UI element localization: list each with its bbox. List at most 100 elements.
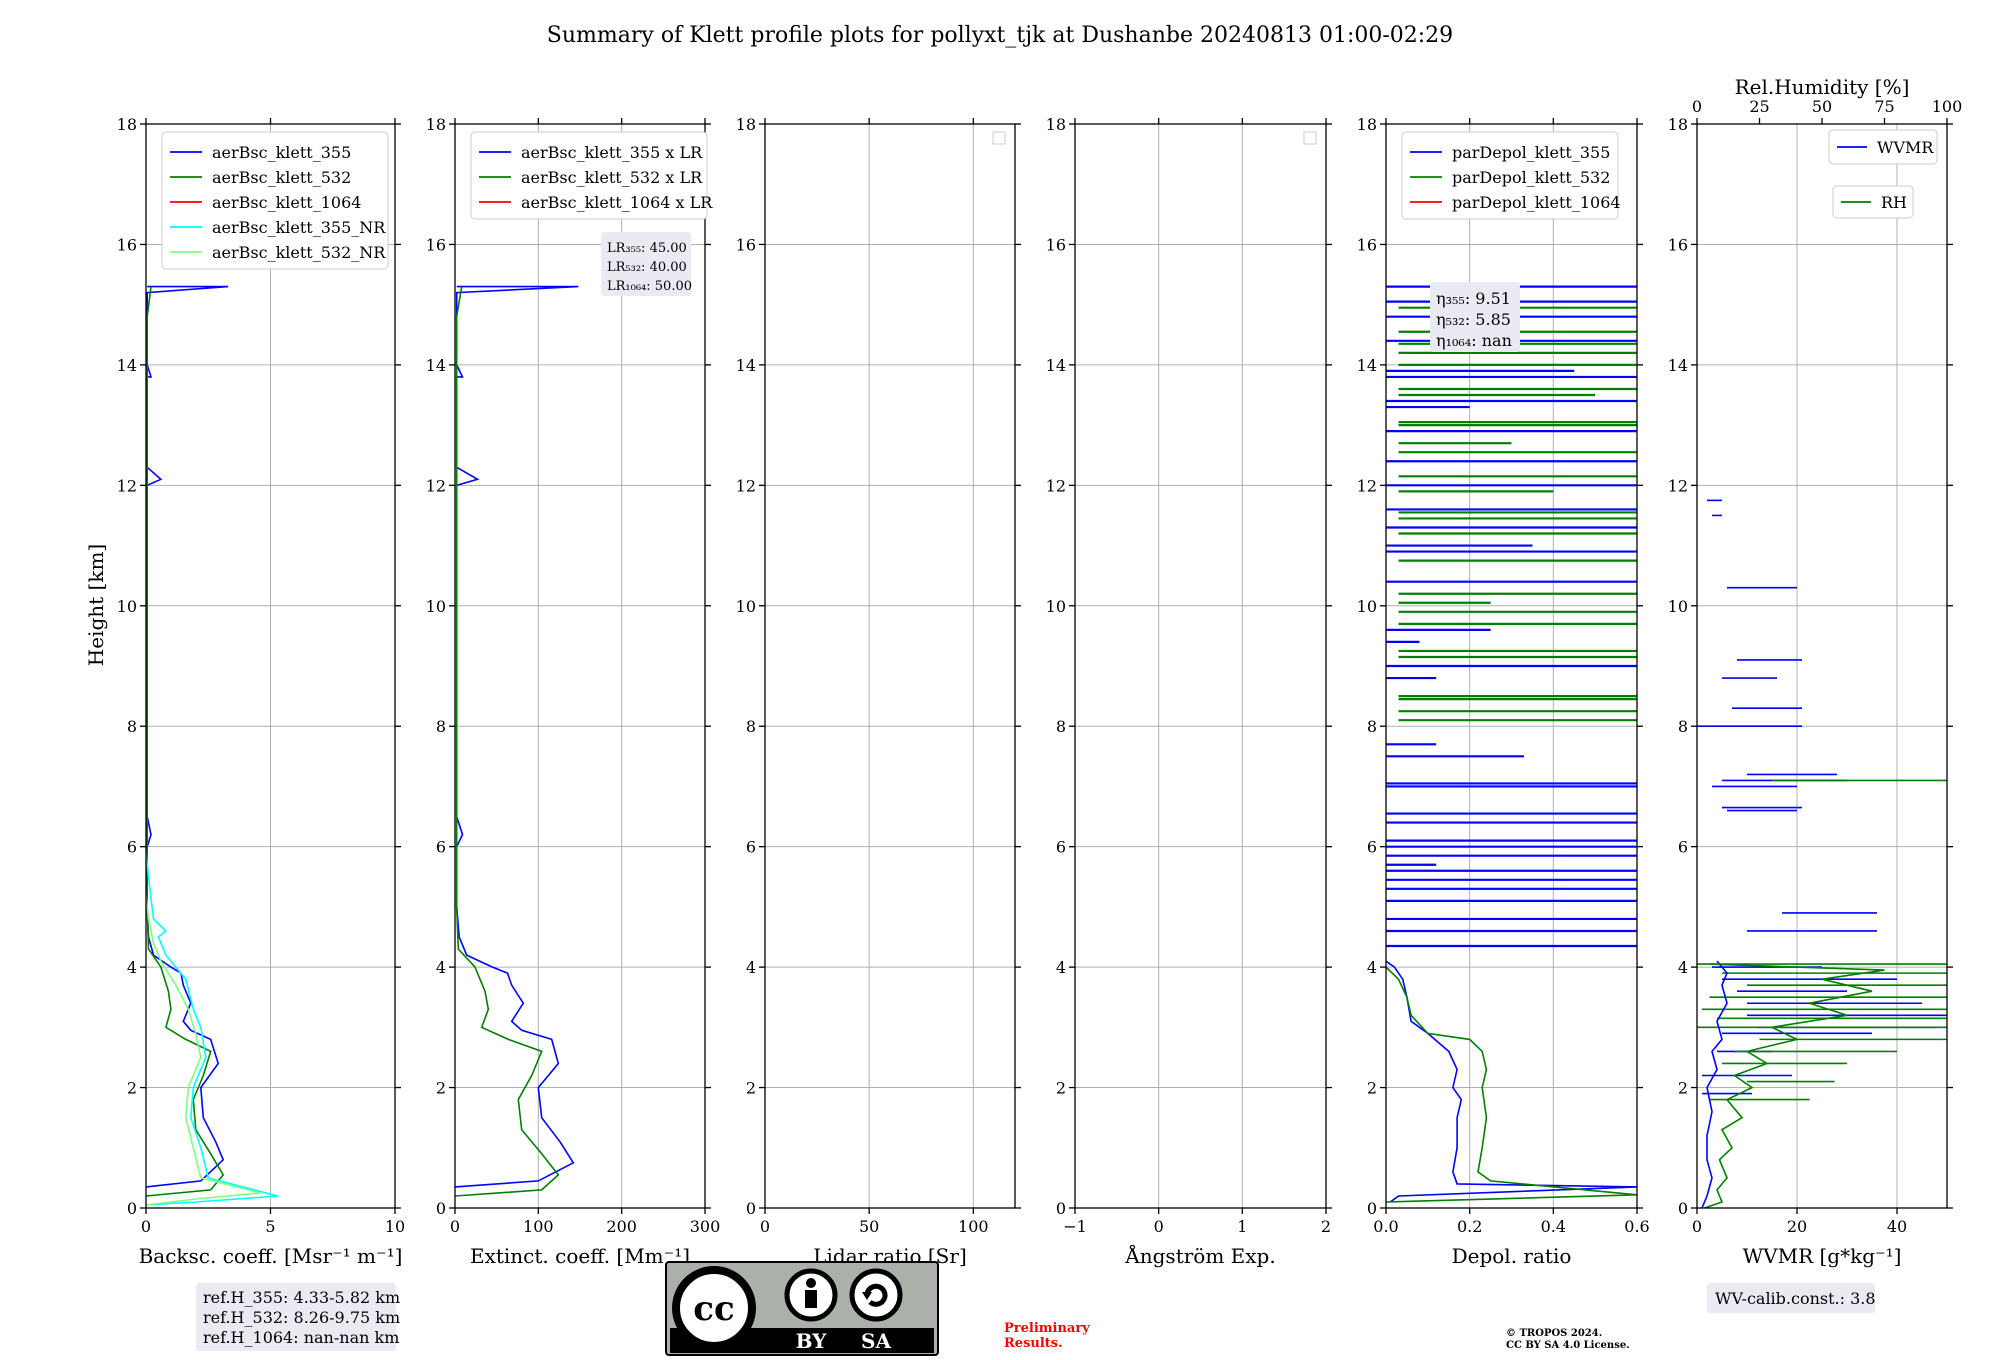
y-tick-label: 6 — [746, 838, 756, 857]
y-tick-label: 8 — [1056, 717, 1066, 736]
legend-box — [470, 131, 708, 220]
x-axis-label: Ångström Exp. — [1124, 1243, 1275, 1268]
y-tick-label: 0 — [127, 1199, 137, 1218]
lr-box — [601, 232, 691, 296]
series-parDepol_klett_532 — [1386, 966, 1637, 1203]
y-axis-label: Height [km] — [84, 544, 108, 666]
panel-depol: 0 2 4 6 8 10 12 14 16 18 0.0 0.2 0.4 0.6 Depol. ratio p… — [1357, 115, 1650, 1268]
series-aerBsc_klett_532 — [146, 286, 225, 1197]
panel-backscatter: 0 2 4 6 8 10 12 14 16 18 0 5 10 Backsc. coeff. [Msr⁻¹… — [117, 115, 405, 1351]
y-tick-label: 8 — [1678, 717, 1688, 736]
y-tick-label: 6 — [127, 838, 137, 857]
legend-label: aerBsc_klett_355 — [212, 143, 351, 162]
legend-box-wvmr — [1828, 129, 1938, 165]
y-tick-label: 16 — [1046, 235, 1066, 254]
legend-label-rh: RH — [1881, 193, 1907, 212]
y-tick-label: 12 — [117, 476, 137, 495]
y-tick-label: 16 — [1668, 235, 1688, 254]
x-axis-label: WVMR [g*kg⁻¹] — [1743, 1244, 1902, 1268]
lr-value: LR₅₃₂: 40.00 — [607, 260, 687, 275]
series-aerBsc_klett_355 x LR — [455, 285, 579, 1188]
y-tick-label: 14 — [736, 356, 756, 375]
sa-share-alike-icon — [849, 1268, 903, 1322]
x-tick-label: 0.0 — [1373, 1217, 1398, 1236]
eta-value: η₁₀₆₄: nan — [1436, 331, 1512, 350]
y-tick-label: 0 — [1056, 1199, 1066, 1218]
x-tick-label: 0 — [1154, 1217, 1164, 1236]
plot-area — [1697, 499, 1947, 1208]
axes-frame — [1696, 123, 1948, 1209]
legend-label: aerBsc_klett_355 x LR — [521, 143, 703, 162]
cc-icon — [672, 1266, 756, 1350]
legend-label: parDepol_klett_532 — [1452, 168, 1610, 187]
y-tick-label: 16 — [117, 235, 137, 254]
eta-value: η₃₅₅: 9.51 — [1436, 289, 1511, 308]
x-tick-label: 50 — [859, 1217, 879, 1236]
y-tick-label: 14 — [1668, 356, 1688, 375]
y-tick-label: 2 — [1056, 1079, 1066, 1098]
preliminary-line-1: Preliminary — [1004, 1321, 1090, 1336]
x-tick-label: 0.2 — [1457, 1217, 1482, 1236]
legend-label: aerBsc_klett_532 x LR — [521, 168, 703, 187]
y-tick-label: 8 — [746, 717, 756, 736]
y-tick-label: 10 — [117, 597, 137, 616]
top-tick-label: 75 — [1874, 97, 1894, 116]
empty-legend-box — [992, 131, 1006, 145]
y-tick-label: 12 — [426, 476, 446, 495]
y-tick-label: 2 — [436, 1079, 446, 1098]
cc-license-badge[interactable]: cc BY SA — [665, 1261, 939, 1356]
y-tick-label: 0 — [1678, 1199, 1688, 1218]
plot-area — [455, 285, 579, 1197]
legend-label: aerBsc_klett_355_NR — [212, 218, 386, 237]
top-tick-label: 50 — [1812, 97, 1832, 116]
y-tick-label: 10 — [426, 597, 446, 616]
legend-label: aerBsc_klett_1064 x LR — [521, 193, 713, 212]
copyright-line-1: © TROPOS 2024. — [1506, 1328, 1602, 1339]
x-axis-label: Backsc. coeff. [Msr⁻¹ m⁻¹] — [139, 1244, 403, 1268]
y-tick-label: 0 — [746, 1199, 756, 1218]
y-tick-label: 12 — [1668, 476, 1688, 495]
x-tick-label: 0 — [1692, 1217, 1702, 1236]
y-tick-label: 6 — [1367, 838, 1377, 857]
series-WVMR — [1701, 960, 1728, 1208]
ref-height-value: ref.H_355: 4.33-5.82 km — [203, 1288, 400, 1307]
y-tick-label: 14 — [1357, 356, 1377, 375]
y-tick-label: 2 — [1678, 1079, 1688, 1098]
legend-label: parDepol_klett_1064 — [1452, 193, 1621, 212]
y-tick-label: 0 — [1367, 1199, 1377, 1218]
x-tick-label: 0 — [141, 1217, 151, 1236]
wv-calib-value: WV-calib.const.: 3.8 — [1715, 1289, 1876, 1308]
y-tick-label: 14 — [426, 356, 446, 375]
axes-frame — [764, 123, 1016, 1209]
y-tick-label: 4 — [436, 958, 446, 977]
y-tick-label: 10 — [1668, 597, 1688, 616]
top-tick-label: 25 — [1749, 97, 1769, 116]
x-tick-label: 0.6 — [1624, 1217, 1649, 1236]
preliminary-line-2: Results. — [1004, 1336, 1063, 1351]
axes-frame — [454, 123, 706, 1209]
badge-sa-label: SA — [861, 1329, 891, 1353]
legend-box — [1401, 131, 1619, 220]
x-tick-label: 0 — [450, 1217, 460, 1236]
empty-legend-box — [1303, 131, 1317, 145]
series-aerBsc_klett_532 x LR — [455, 286, 560, 1197]
legend-label: aerBsc_klett_532_NR — [212, 243, 386, 262]
eta-value: η₅₃₂: 5.85 — [1436, 310, 1511, 329]
y-tick-label: 4 — [746, 958, 756, 977]
y-tick-label: 10 — [1046, 597, 1066, 616]
ref-height-value: ref.H_1064: nan-nan km — [203, 1328, 399, 1347]
figure-title: Summary of Klett profile plots for polly… — [547, 23, 1453, 48]
y-tick-label: 16 — [736, 235, 756, 254]
y-tick-label: 8 — [1367, 717, 1377, 736]
y-tick-label: 0 — [436, 1199, 446, 1218]
y-tick-label: 8 — [127, 717, 137, 736]
y-tick-label: 2 — [127, 1079, 137, 1098]
y-tick-label: 16 — [1357, 235, 1377, 254]
y-tick-label: 18 — [736, 115, 756, 134]
eta-box — [1430, 282, 1520, 352]
x-tick-label: 0.4 — [1541, 1217, 1566, 1236]
